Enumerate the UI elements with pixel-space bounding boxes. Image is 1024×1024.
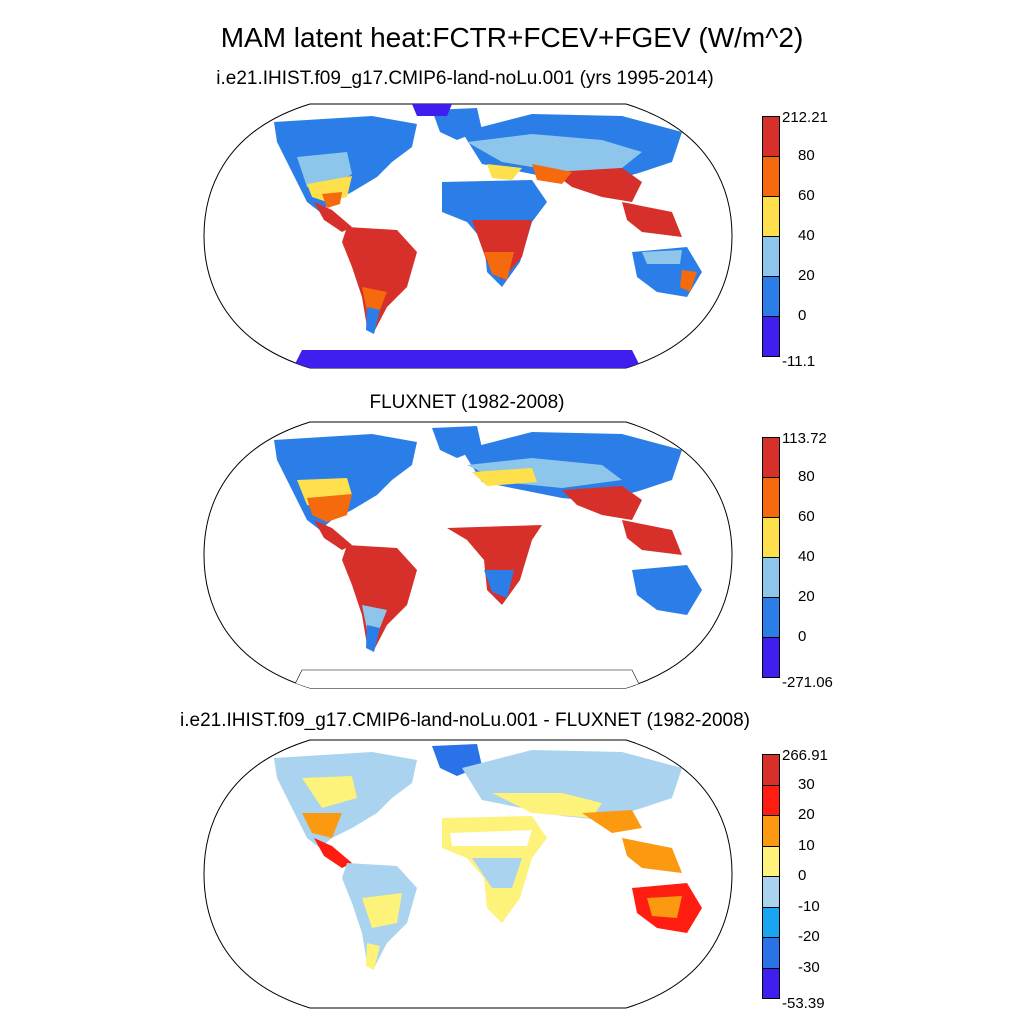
panel-2-colorbar: 113.72 80 60 40 20 0 -271.06	[762, 431, 852, 691]
colorbar-swatch	[762, 236, 780, 277]
colorbar-tick-label: -11.1	[782, 353, 816, 370]
panel-2-land	[274, 426, 702, 688]
colorbar-swatch	[762, 597, 780, 638]
colorbar-swatch	[762, 116, 780, 157]
colorbar-swatch	[762, 637, 780, 678]
colorbar-swatch	[762, 784, 780, 816]
colorbar-swatch	[762, 815, 780, 847]
colorbar-swatch	[762, 906, 780, 938]
colorbar-swatch	[762, 967, 780, 999]
colorbar-tick-label: 20	[798, 267, 815, 284]
colorbar-tick-label: 10	[798, 836, 815, 854]
colorbar-tick-label: 40	[798, 548, 815, 565]
colorbar-tick-label: 0	[798, 867, 807, 884]
colorbar-swatch	[762, 754, 780, 786]
colorbar-tick-label: -30	[798, 958, 820, 976]
colorbar-tick-label: 20	[798, 806, 815, 823]
colorbar-tick-label: 212.21	[782, 109, 828, 126]
panel-3-land	[274, 744, 702, 970]
colorbar-swatch	[762, 557, 780, 598]
panel-1-land	[274, 104, 702, 368]
colorbar-tick-label: 266.91	[782, 747, 828, 764]
panel-1-subtitle: i.e21.IHIST.f09_g17.CMIP6-land-noLu.001 …	[216, 68, 714, 89]
colorbar-tick-label: 0	[798, 307, 807, 324]
colorbar-swatch	[762, 845, 780, 877]
colorbar-tick-label: -271.06	[782, 674, 833, 691]
antarctica	[292, 350, 642, 368]
panel-3-map	[203, 739, 733, 1009]
panel-3-subtitle: i.e21.IHIST.f09_g17.CMIP6-land-noLu.001 …	[180, 710, 750, 731]
colorbar-tick-label: -20	[798, 928, 820, 945]
colorbar-tick-label: 40	[798, 227, 815, 244]
colorbar-tick-label: 80	[798, 468, 815, 485]
colorbar-swatch	[762, 316, 780, 357]
colorbar-tick-label: 20	[798, 588, 815, 605]
colorbar-tick-label: 80	[798, 147, 815, 164]
panel-2-map	[203, 421, 733, 689]
panel-3-colorbar: 266.91 30 20 10 0 -10 -20 -30 -53.39	[762, 748, 852, 1012]
colorbar-swatch	[762, 477, 780, 518]
colorbar-tick-label: 113.72	[782, 430, 827, 447]
colorbar-swatch	[762, 937, 780, 969]
colorbar-tick-label: 60	[798, 508, 815, 525]
panel-1-colorbar: 212.21 80 60 40 20 0 -11.1	[762, 110, 852, 370]
figure-title: MAM latent heat:FCTR+FCEV+FGEV (W/m^2)	[220, 22, 804, 53]
colorbar-tick-label: 30	[798, 775, 815, 793]
colorbar-tick-label: 0	[798, 628, 807, 645]
colorbar-tick-label: -10	[798, 897, 820, 915]
colorbar-swatch	[762, 437, 780, 478]
panel-2-subtitle: FLUXNET (1982-2008)	[369, 392, 565, 413]
colorbar-swatch	[762, 156, 780, 197]
colorbar-swatch	[762, 196, 780, 237]
colorbar-swatch	[762, 876, 780, 908]
panel-1-map	[203, 103, 733, 369]
colorbar-tick-label: 60	[798, 187, 815, 204]
colorbar-tick-label: -53.39	[782, 995, 825, 1012]
colorbar-swatch	[762, 276, 780, 317]
colorbar-swatch	[762, 517, 780, 558]
